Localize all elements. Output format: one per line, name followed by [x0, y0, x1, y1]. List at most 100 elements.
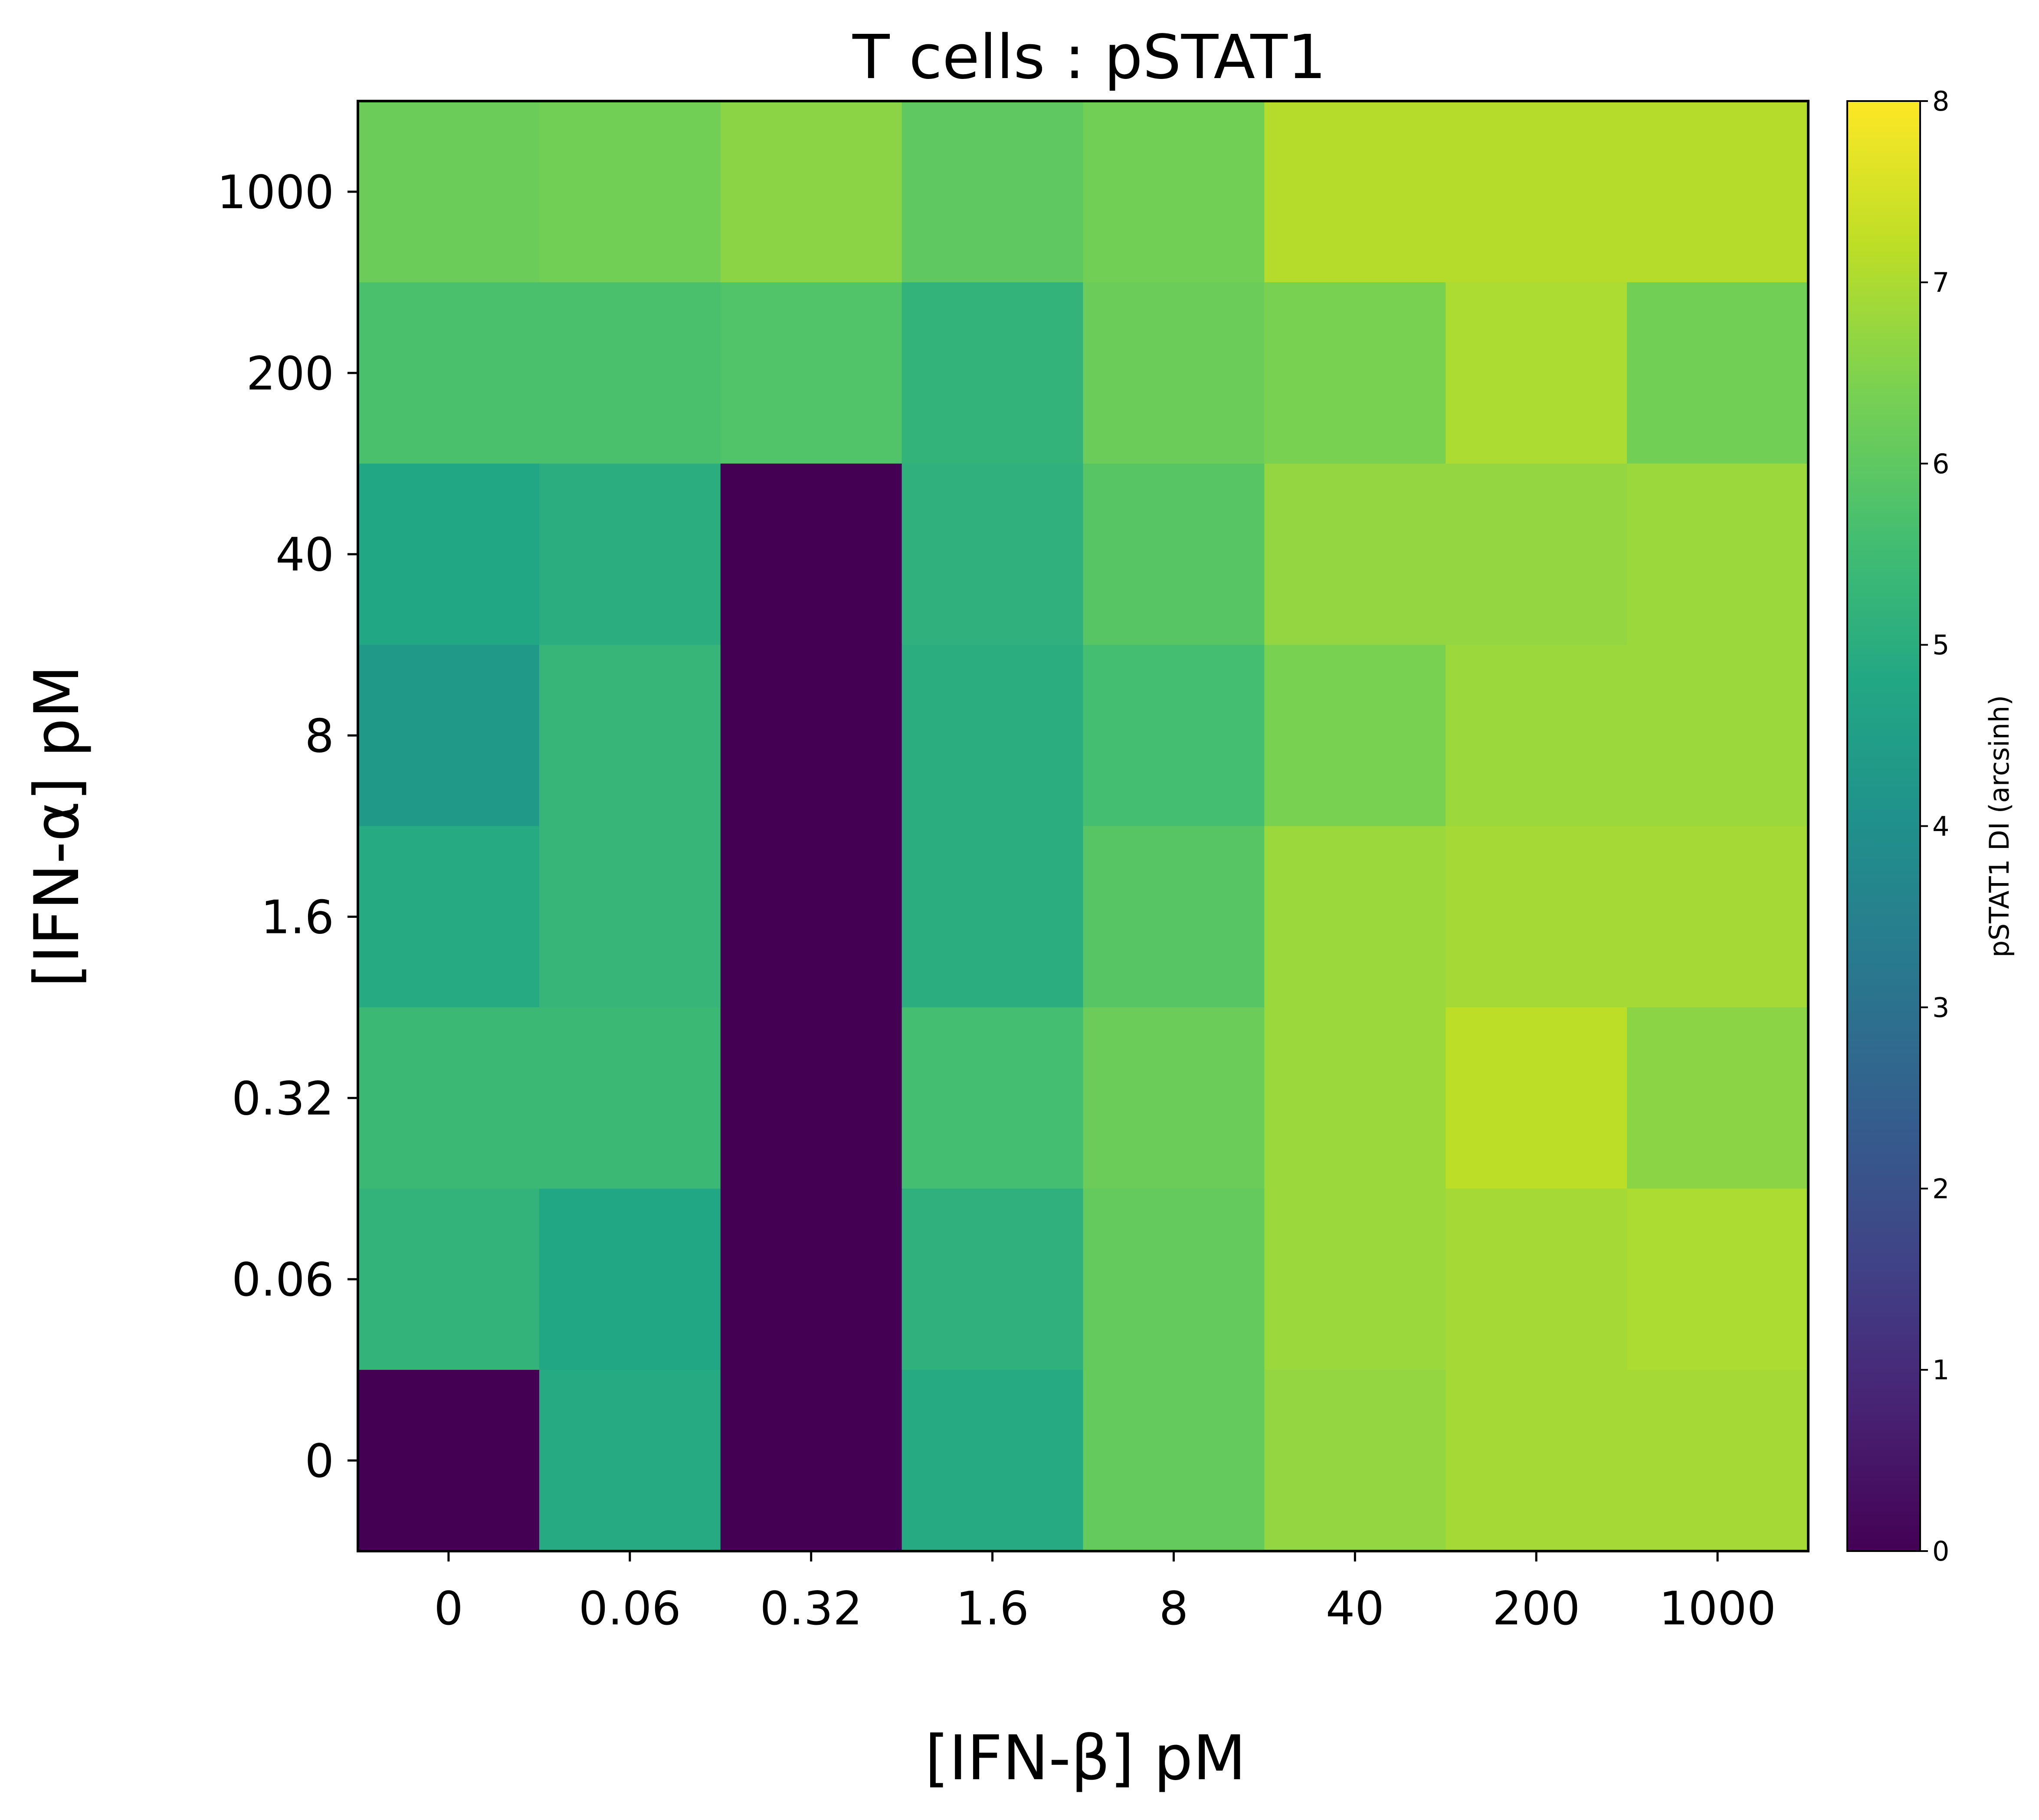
chart-title: T cells : pSTAT1: [852, 22, 1326, 93]
heatmap-cell: [901, 1007, 1084, 1189]
colorbar-tick-label: 4: [1932, 811, 1949, 842]
colorbar-tick-label: 3: [1932, 992, 1949, 1023]
y-tick-label: 1.6: [261, 890, 334, 944]
heatmap-cell: [1083, 282, 1265, 464]
heatmap-cell: [539, 101, 721, 283]
heatmap-cell: [720, 463, 902, 645]
heatmap-cell: [358, 463, 540, 645]
colorbar-tick-label: 6: [1932, 448, 1949, 480]
x-tick-label: 0.06: [579, 1582, 681, 1635]
colorbar-label: pSTAT1 DI (arcsinh): [1983, 695, 2015, 958]
heatmap-cell: [720, 826, 902, 1008]
heatmap-cell: [1083, 1007, 1265, 1189]
heatmap-cell: [720, 1188, 902, 1370]
heatmap-cell: [1446, 1188, 1627, 1370]
colorbar-axis: 0 1 2 3 4 5 6 7 8: [1920, 85, 1949, 1567]
heatmap-cell: [901, 463, 1084, 645]
heatmap-cell: [539, 282, 721, 464]
heatmap-cell: [1083, 645, 1265, 827]
heatmap-cell: [1627, 463, 1809, 645]
heatmap-cell: [720, 282, 902, 464]
heatmap-cell: [358, 1188, 540, 1370]
heatmap-cell: [1627, 1007, 1809, 1189]
heatmap-cell: [1446, 463, 1627, 645]
heatmap-cell: [1083, 1370, 1265, 1552]
heatmap-cell: [539, 1007, 721, 1189]
heatmap-cell: [1264, 282, 1446, 464]
heatmap-cell: [901, 645, 1084, 827]
x-tick-label: 200: [1492, 1582, 1580, 1635]
heatmap-cell: [1264, 1370, 1446, 1552]
heatmap-cell: [1446, 101, 1627, 283]
heatmap-cell: [901, 282, 1084, 464]
heatmap-cell: [1627, 1188, 1809, 1370]
heatmap-cell: [1083, 101, 1265, 283]
heatmap-cell: [1264, 463, 1446, 645]
heatmap-cells: [358, 101, 1809, 1552]
heatmap-cell: [1446, 282, 1627, 464]
x-tick-label: 1000: [1659, 1582, 1776, 1635]
heatmap-cell: [720, 645, 902, 827]
heatmap-cell: [1446, 1370, 1627, 1552]
heatmap-cell: [1627, 282, 1809, 464]
heatmap-cell: [539, 1188, 721, 1370]
x-tick-label: 0: [434, 1582, 463, 1635]
heatmap-cell: [1264, 645, 1446, 827]
heatmap-cell: [901, 101, 1084, 283]
y-tick-label: 0.32: [232, 1072, 334, 1125]
heatmap-cell: [539, 463, 721, 645]
heatmap-cell: [1627, 826, 1809, 1008]
colorbar-tick-label: 2: [1932, 1173, 1949, 1205]
colorbar-tick-label: 0: [1932, 1535, 1949, 1567]
heatmap-cell: [358, 645, 540, 827]
heatmap-cell: [1264, 826, 1446, 1008]
heatmap-cell: [539, 826, 721, 1008]
x-tick-label: 1.6: [956, 1582, 1029, 1635]
x-axis-label: [IFN-β] pM: [925, 1722, 1246, 1794]
y-tick-label: 0: [305, 1434, 334, 1488]
colorbar-tick-label: 8: [1932, 85, 1949, 117]
heatmap-cell: [358, 282, 540, 464]
y-tick-label: 1000: [217, 166, 334, 219]
heatmap-cell: [358, 1007, 540, 1189]
x-tick-label: 8: [1159, 1582, 1188, 1635]
heatmap-cell: [1264, 101, 1446, 283]
heatmap-cell: [720, 1370, 902, 1552]
heatmap-cell: [1083, 1188, 1265, 1370]
colorbar-tick-label: 1: [1932, 1354, 1949, 1386]
colorbar: [1846, 100, 1921, 1552]
x-tick-label: 0.32: [760, 1582, 862, 1635]
heatmap-cell: [1446, 645, 1627, 827]
heatmap-cell: [358, 1370, 540, 1552]
y-axis-label: [IFN-α] pM: [21, 665, 93, 987]
y-tick-label: 200: [246, 347, 334, 400]
heatmap-cell: [1264, 1007, 1446, 1189]
plot-frame: [357, 100, 1810, 1552]
heatmap-cell: [1446, 826, 1627, 1008]
heatmap-cell: [1446, 1007, 1627, 1189]
colorbar-tick-label: 7: [1932, 267, 1949, 298]
heatmap-cell: [358, 826, 540, 1008]
x-axis: 0 0.06 0.32 1.6 8 40 200 1000: [434, 1551, 1776, 1635]
heatmap-cell: [539, 1370, 721, 1552]
heatmap-cell: [1083, 826, 1265, 1008]
heatmap-cell: [901, 1370, 1084, 1552]
heatmap-cell: [901, 1188, 1084, 1370]
y-axis: 1000 200 40 8 1.6 0.32 0.06 0: [217, 166, 358, 1488]
x-tick-label: 40: [1326, 1582, 1384, 1635]
heatmap-cell: [720, 101, 902, 283]
heatmap-cell: [1627, 645, 1809, 827]
heatmap-cell: [1627, 101, 1809, 283]
heatmap-cell: [720, 1007, 902, 1189]
heatmap-cell: [358, 101, 540, 283]
heatmap-cell: [539, 645, 721, 827]
heatmap-cell: [1627, 1370, 1809, 1552]
y-tick-label: 8: [305, 710, 334, 763]
heatmap-cell: [1264, 1188, 1446, 1370]
heatmap-cell: [901, 826, 1084, 1008]
heatmap-cell: [1083, 463, 1265, 645]
y-tick-label: 0.06: [232, 1253, 334, 1306]
colorbar-tick-label: 5: [1932, 629, 1949, 661]
y-tick-label: 40: [275, 528, 334, 582]
